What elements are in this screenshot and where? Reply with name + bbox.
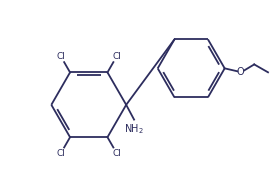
Text: O: O <box>237 67 244 77</box>
Text: Cl: Cl <box>56 52 65 61</box>
Text: Cl: Cl <box>56 149 65 158</box>
Text: Cl: Cl <box>112 149 121 158</box>
Text: NH$_2$: NH$_2$ <box>124 123 144 136</box>
Text: Cl: Cl <box>112 52 121 61</box>
